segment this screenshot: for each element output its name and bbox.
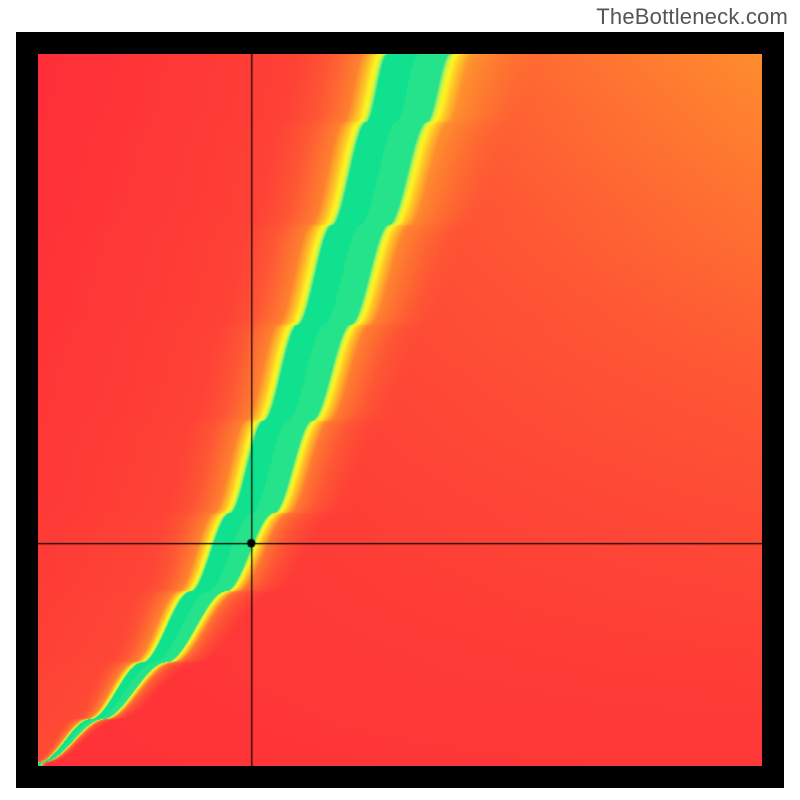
heatmap-canvas xyxy=(38,54,762,766)
watermark-text: TheBottleneck.com xyxy=(596,4,788,30)
plot-frame xyxy=(16,32,784,788)
chart-container: TheBottleneck.com xyxy=(0,0,800,800)
